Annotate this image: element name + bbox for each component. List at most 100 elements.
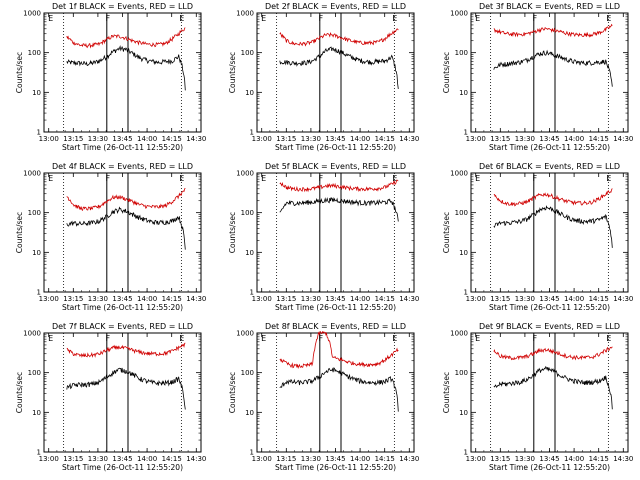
x-tick-label: 14:00 <box>137 455 157 463</box>
x-tick-label: 14:00 <box>137 295 157 303</box>
detector-panel-2: Det 2f BLACK = Events, RED = LLD 1 10 100 10… <box>228 2 419 152</box>
series-line-lld <box>493 346 613 361</box>
y-tick-label: 10 <box>459 409 468 417</box>
y-tick-label: 1 <box>464 449 468 457</box>
x-tick-label: 13:15 <box>490 455 510 463</box>
x-tick-label: 14:00 <box>350 135 370 143</box>
x-tick-label: 14:30 <box>613 295 633 303</box>
x-axis-label: Start Time (26-Oct-11 12:55:20) <box>62 143 183 152</box>
panel-frame <box>256 332 415 453</box>
x-axis-label: Start Time (26-Oct-11 12:55:20) <box>62 303 183 312</box>
x-axis-label: Start Time (26-Oct-11 12:55:20) <box>275 463 396 472</box>
series-line-lld <box>279 179 399 193</box>
x-tick-label: 14:30 <box>186 455 206 463</box>
flag-marker-E: E <box>392 174 397 183</box>
y-tick-label: 1000 <box>23 170 41 178</box>
detector-panel-3: Det 3f BLACK = Events, RED = LLD 1 10 100 10… <box>442 2 633 152</box>
series-line-events <box>66 206 186 250</box>
x-tick-label: 13:00 <box>466 135 486 143</box>
x-tick-label: 13:15 <box>276 135 296 143</box>
x-tick-label: 13:00 <box>39 295 59 303</box>
x-tick-label: 14:15 <box>375 135 395 143</box>
y-tick-label: 1 <box>37 289 41 297</box>
series-line-lld <box>493 188 613 207</box>
y-tick-label: 1 <box>250 129 254 137</box>
flag-marker-F: F <box>318 334 323 343</box>
x-tick-label: 14:30 <box>399 295 419 303</box>
y-tick-label: 1000 <box>450 170 468 178</box>
y-tick-label: 10 <box>459 89 468 97</box>
x-tick-label: 14:00 <box>564 135 584 143</box>
x-tick-label: 13:15 <box>276 455 296 463</box>
y-axis-label: Counts/sec <box>228 212 237 253</box>
x-tick-label: 13:00 <box>252 455 272 463</box>
x-axis-label: Start Time (26-Oct-11 12:55:20) <box>62 463 183 472</box>
y-tick-label: 1 <box>250 289 254 297</box>
y-axis-label: Counts/sec <box>228 372 237 413</box>
y-tick-label: 100 <box>28 209 41 217</box>
x-tick-label: 13:45 <box>112 295 132 303</box>
flag-marker-F: F <box>318 174 323 183</box>
x-tick-label: 13:00 <box>466 295 486 303</box>
flag-marker-F: F <box>105 14 110 23</box>
x-tick-label: 14:30 <box>399 135 419 143</box>
flag-marker-E: E <box>48 174 53 183</box>
x-tick-label: 13:45 <box>325 455 345 463</box>
series-line-lld <box>279 330 399 370</box>
x-tick-label: 14:15 <box>162 455 182 463</box>
x-tick-label: 14:15 <box>589 295 609 303</box>
x-tick-label: 13:45 <box>539 295 559 303</box>
series-line-lld <box>493 23 613 38</box>
flag-marker-F: F <box>105 174 110 183</box>
series-line-events <box>493 49 613 87</box>
detector-panel-6: Det 6f BLACK = Events, RED = LLD 1 10 100 10… <box>442 162 633 312</box>
x-tick-label: 14:00 <box>350 455 370 463</box>
x-tick-label: 13:00 <box>252 295 272 303</box>
x-tick-label: 14:00 <box>137 135 157 143</box>
x-tick-label: 13:15 <box>490 135 510 143</box>
panel-title: Det 6f BLACK = Events, RED = LLD <box>479 162 620 171</box>
detector-panel-8: Det 8f BLACK = Events, RED = LLD 1 10 100 10… <box>228 322 419 472</box>
detector-panel-7: Det 7f BLACK = Events, RED = LLD 1 10 100 10… <box>15 322 206 472</box>
y-tick-label: 1000 <box>450 10 468 18</box>
x-tick-label: 14:30 <box>399 455 419 463</box>
x-tick-label: 14:15 <box>162 295 182 303</box>
panel-title: Det 2f BLACK = Events, RED = LLD <box>265 2 406 11</box>
detector-panel-4: Det 4f BLACK = Events, RED = LLD 1 10 100 10… <box>15 162 206 312</box>
y-tick-label: 1 <box>37 129 41 137</box>
flag-marker-E: E <box>179 174 184 183</box>
x-tick-label: 13:30 <box>515 295 535 303</box>
x-tick-label: 14:00 <box>350 295 370 303</box>
detector-panel-5: Det 5f BLACK = Events, RED = LLD 1 10 100 10… <box>228 162 419 312</box>
x-tick-label: 14:30 <box>613 135 633 143</box>
x-axis-label: Start Time (26-Oct-11 12:55:20) <box>489 463 610 472</box>
panel-title: Det 3f BLACK = Events, RED = LLD <box>479 2 620 11</box>
y-axis-label: Counts/sec <box>15 212 24 253</box>
x-tick-label: 13:15 <box>276 295 296 303</box>
y-tick-label: 10 <box>32 409 41 417</box>
x-tick-label: 13:30 <box>301 295 321 303</box>
y-tick-label: 100 <box>455 49 468 57</box>
series-line-lld <box>66 27 186 49</box>
series-line-events <box>279 367 399 412</box>
x-tick-label: 13:45 <box>539 135 559 143</box>
x-tick-label: 13:00 <box>466 455 486 463</box>
x-tick-label: 13:30 <box>88 295 108 303</box>
flag-marker-F: F <box>318 14 323 23</box>
flag-marker-E: E <box>475 174 480 183</box>
x-axis-label: Start Time (26-Oct-11 12:55:20) <box>275 143 396 152</box>
x-tick-label: 13:15 <box>63 295 83 303</box>
flag-marker-E: E <box>261 14 266 23</box>
flag-marker-E: E <box>48 334 53 343</box>
y-tick-label: 10 <box>459 249 468 257</box>
x-tick-label: 13:30 <box>88 135 108 143</box>
flag-marker-E: E <box>179 334 184 343</box>
y-axis-label: Counts/sec <box>442 372 451 413</box>
panel-frame <box>43 172 202 293</box>
flag-marker-E: E <box>475 14 480 23</box>
y-axis-label: Counts/sec <box>15 372 24 413</box>
x-tick-label: 14:15 <box>589 455 609 463</box>
x-axis-label: Start Time (26-Oct-11 12:55:20) <box>489 303 610 312</box>
x-tick-label: 13:45 <box>325 135 345 143</box>
